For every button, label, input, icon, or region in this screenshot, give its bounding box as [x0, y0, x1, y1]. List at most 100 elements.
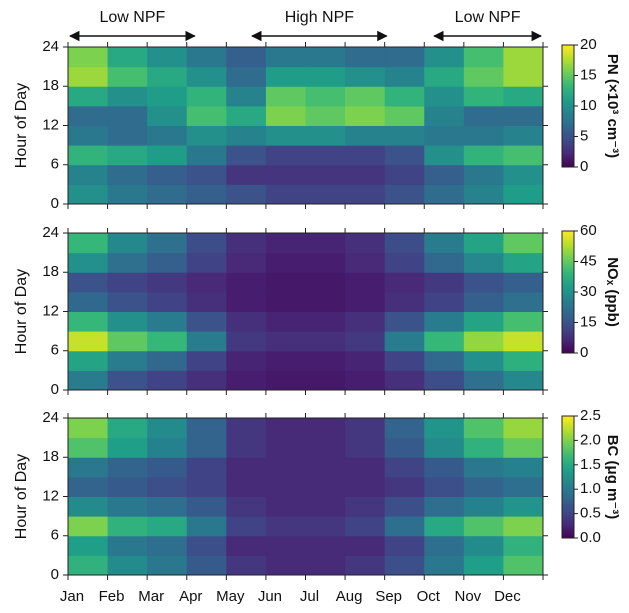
colorbar-segment	[562, 45, 574, 48]
heatmap-cell	[463, 66, 504, 87]
colorbar-segment	[562, 517, 574, 521]
heatmap-cell	[384, 252, 425, 273]
colorbar-segment	[562, 334, 574, 338]
heatmap-cell	[265, 311, 306, 332]
colorbar-tick-label: 1.5	[580, 456, 601, 473]
colorbar-segment	[562, 55, 574, 58]
colorbar-segment	[562, 340, 574, 344]
colorbar-segment	[562, 456, 574, 460]
colorbar-tick-label: 0.5	[580, 505, 601, 522]
heatmap-cell	[384, 370, 425, 391]
colorbar-segment	[562, 505, 574, 508]
colorbar-segment	[562, 336, 574, 340]
colorbar-segment	[562, 138, 574, 142]
colorbar-segment	[562, 474, 574, 478]
colorbar-segment	[562, 63, 574, 66]
colorbar-segment	[562, 298, 574, 301]
heatmap-cell	[424, 311, 465, 332]
heatmap-cell	[503, 370, 544, 391]
heatmap-cell	[186, 252, 227, 273]
colorbar-segment	[562, 332, 574, 336]
heatmap-cell	[226, 311, 267, 332]
heatmap-cell	[265, 145, 306, 166]
colorbar-segment	[562, 342, 574, 346]
heatmap-cell	[384, 125, 425, 146]
heatmap-cell	[424, 125, 465, 146]
colorbar-segment	[562, 420, 574, 423]
heatmap-cell	[384, 418, 425, 439]
heatmap-cell	[503, 125, 544, 146]
colorbar-segment	[562, 112, 574, 115]
heatmap-cell	[345, 184, 386, 205]
heatmap-cell	[265, 516, 306, 537]
colorbar-segment	[562, 255, 574, 258]
heatmap-cell	[226, 496, 267, 517]
colorbar-segment	[562, 424, 574, 427]
heatmap-cell	[226, 47, 267, 68]
heatmap-cell	[186, 496, 227, 517]
heatmap-cell	[305, 233, 346, 254]
heatmap-cell	[68, 47, 109, 68]
heatmap-cell	[107, 516, 148, 537]
heatmap-cell	[503, 457, 544, 478]
heatmap-cell	[226, 164, 267, 185]
colorbar-segment	[562, 308, 574, 311]
heatmap-cell	[107, 311, 148, 332]
heatmap-cell	[107, 535, 148, 556]
annotation: High NPF	[285, 9, 355, 26]
colorbar-segment	[562, 128, 574, 131]
colorbar-segment	[562, 79, 574, 83]
heatmap-cell	[384, 145, 425, 166]
heatmap-cell	[107, 555, 148, 576]
y-axis-label: Hour of Day	[13, 83, 30, 168]
colorbar-segment	[562, 477, 574, 480]
colorbar-tick-label: 2.5	[580, 407, 601, 424]
heatmap-cell	[384, 291, 425, 312]
colorbar-segment	[562, 452, 574, 456]
heatmap-cell	[226, 252, 267, 273]
heatmap-cell	[305, 331, 346, 352]
heatmap-cell	[503, 476, 544, 497]
colorbar-segment	[562, 493, 574, 496]
heatmap-cell	[463, 233, 504, 254]
colorbar-segment	[562, 294, 574, 297]
heatmap-cell	[345, 350, 386, 371]
colorbar-segment	[562, 53, 574, 56]
y-tick-label: 24	[42, 38, 59, 55]
heatmap-cell	[463, 555, 504, 576]
colorbar-segment	[562, 326, 574, 330]
heatmap-cell	[265, 331, 306, 352]
heatmap-cell	[68, 252, 109, 273]
heatmap-cell	[265, 350, 306, 371]
colorbar-segment	[562, 416, 574, 419]
colorbar-segment	[562, 99, 574, 103]
heatmap-cell	[384, 233, 425, 254]
heatmap-cell	[265, 66, 306, 87]
colorbar-segment	[562, 122, 574, 125]
heatmap-cell	[424, 516, 465, 537]
colorbar-segment	[562, 316, 574, 319]
colorbar-segment	[562, 285, 574, 289]
heatmap-cell	[186, 164, 227, 185]
heatmap-cell	[503, 516, 544, 537]
heatmap-cell	[384, 476, 425, 497]
heatmap-cell	[265, 457, 306, 478]
colorbar-segment	[562, 289, 574, 293]
heatmap-cell	[463, 331, 504, 352]
heatmap-cell	[265, 418, 306, 439]
colorbar-tick-label: 10	[580, 97, 597, 114]
heatmap-cell	[265, 291, 306, 312]
heatmap-cell	[305, 47, 346, 68]
heatmap-cell	[68, 272, 109, 293]
heatmap-cell	[384, 86, 425, 107]
heatmap-cell	[265, 437, 306, 458]
colorbar-segment	[562, 231, 574, 234]
heatmap-cell	[265, 125, 306, 146]
x-tick-label: Jul	[300, 588, 319, 605]
y-tick-label: 18	[42, 263, 59, 280]
heatmap-cell	[68, 555, 109, 576]
heatmap-cell	[345, 145, 386, 166]
heatmap-cell	[68, 516, 109, 537]
y-tick-label: 12	[42, 487, 59, 504]
heatmap-cell	[463, 47, 504, 68]
